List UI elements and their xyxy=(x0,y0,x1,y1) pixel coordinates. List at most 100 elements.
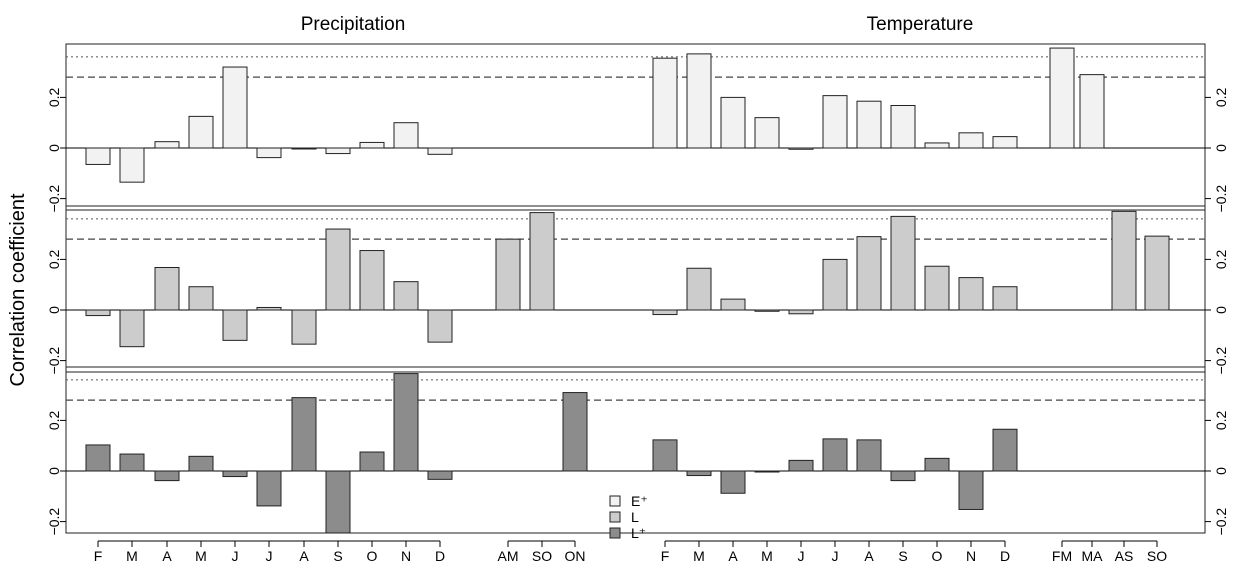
bar-temp-l xyxy=(720,298,746,311)
bar-precip-l xyxy=(85,309,111,317)
bar-temp-l-plus xyxy=(924,457,950,472)
x-tick-label: A xyxy=(864,548,874,564)
x-tick-label: S xyxy=(333,548,342,564)
bar-precip-l-plus xyxy=(325,470,351,534)
temperature-title: Temperature xyxy=(867,14,974,35)
legend-swatch-l xyxy=(609,511,621,523)
y-tick-label-right: −0.2 xyxy=(1213,347,1229,375)
x-tick-label: SO xyxy=(532,548,552,564)
bar-temp-e-plus xyxy=(958,132,984,149)
x-axis-temp-group-2: FM MA AS SO xyxy=(1052,540,1167,564)
panel-row-l-plus: −0.2 −0.2 0 0 0.2 0.2 xyxy=(46,366,1229,536)
bar-temp-l-plus xyxy=(958,470,984,510)
bar-precip-l-plus xyxy=(222,470,248,478)
x-tick-label: A xyxy=(728,548,738,564)
y-tick-label-left: 0.2 xyxy=(46,410,62,430)
y-tick-label-right: 0.2 xyxy=(1213,410,1229,430)
bar-temp-l-plus xyxy=(754,470,780,473)
y-axis-label: Correlation coefficient xyxy=(7,193,29,387)
legend: E⁺ L L⁺ xyxy=(609,493,648,541)
bar-precip-l-plus xyxy=(359,451,385,472)
bar-temp-e-plus xyxy=(788,147,814,150)
bar-temp-l xyxy=(890,215,916,311)
bar-precip-l-plus xyxy=(393,373,419,472)
bar-precip-l-plus xyxy=(85,444,111,472)
bar-temp-e-plus xyxy=(856,100,882,149)
legend-label-e-plus: E⁺ xyxy=(631,493,648,509)
bar-precip-e-plus xyxy=(393,122,419,149)
bar-precip-l xyxy=(359,250,385,311)
bar-temp-l xyxy=(652,309,678,316)
bar-precip-l xyxy=(188,286,214,311)
bar-temp-e-plus xyxy=(754,117,780,149)
x-tick-label: D xyxy=(1000,548,1010,564)
bar-precip-l xyxy=(325,228,351,311)
x-tick-label: SO xyxy=(1147,548,1167,564)
bar-precip-l xyxy=(529,212,555,311)
x-tick-label: F xyxy=(94,548,103,564)
panel-frame xyxy=(65,205,1206,373)
bar-precip-e-plus xyxy=(119,147,145,183)
bar-temp-l xyxy=(788,309,814,315)
bar-temp-l xyxy=(856,236,882,311)
y-tick-label-right: 0 xyxy=(1213,467,1229,475)
x-tick-label: O xyxy=(932,548,943,564)
bar-precip-l xyxy=(291,309,317,345)
x-tick-label: M xyxy=(195,548,207,564)
bar-precip-l xyxy=(393,281,419,311)
bar-precip-e-plus xyxy=(188,115,214,149)
panel-row-e-plus: −0.2 −0.2 0 0 0.2 0.2 xyxy=(46,43,1229,212)
bar-temp-l-plus xyxy=(856,439,882,472)
y-tick-label-left: −0.2 xyxy=(46,347,62,375)
bar-precip-e-plus xyxy=(222,66,248,149)
legend-label-l: L xyxy=(631,509,639,525)
bar-temp-l xyxy=(1144,235,1170,311)
bar-precip-l xyxy=(154,266,180,311)
bar-precip-l-plus xyxy=(562,392,588,472)
bar-temp-e-plus xyxy=(686,53,712,149)
x-tick-label: J xyxy=(798,548,805,564)
bar-temp-e-plus xyxy=(1079,74,1105,149)
panel-frame xyxy=(65,43,1206,211)
x-tick-label: J xyxy=(832,548,839,564)
bar-temp-e-plus xyxy=(652,57,678,149)
bar-temp-l-plus xyxy=(652,439,678,472)
bar-precip-l-plus xyxy=(256,470,282,507)
bar-precip-e-plus xyxy=(325,147,351,155)
bar-temp-l xyxy=(754,309,780,312)
x-tick-label: ON xyxy=(565,548,586,564)
y-tick-label-left: 0 xyxy=(46,144,62,152)
bar-temp-l xyxy=(686,267,712,311)
x-tick-label: O xyxy=(367,548,378,564)
bar-precip-l-plus xyxy=(291,397,317,472)
x-tick-label: A xyxy=(162,548,172,564)
legend-swatch-l-plus xyxy=(609,527,621,539)
bar-precip-l-plus xyxy=(427,470,453,480)
y-tick-label-right: 0.2 xyxy=(1213,87,1229,107)
bar-precip-e-plus xyxy=(85,147,111,165)
bar-temp-l xyxy=(1111,210,1137,311)
bar-precip-l-plus xyxy=(119,453,145,472)
bar-temp-l xyxy=(924,265,950,311)
bar-temp-l xyxy=(822,258,848,311)
x-tick-label: M xyxy=(126,548,138,564)
bar-temp-l-plus xyxy=(890,470,916,482)
panel-frame xyxy=(65,366,1206,534)
bar-precip-l-plus xyxy=(188,455,214,472)
x-tick-label: AS xyxy=(1115,548,1134,564)
x-tick-label: D xyxy=(435,548,445,564)
bar-temp-l-plus xyxy=(686,470,712,477)
bar-precip-e-plus xyxy=(154,141,180,149)
y-tick-label-right: −0.2 xyxy=(1213,508,1229,536)
bar-temp-e-plus xyxy=(924,142,950,149)
y-tick-label-left: 0 xyxy=(46,467,62,475)
bar-precip-e-plus xyxy=(256,147,282,159)
bar-temp-e-plus xyxy=(1049,47,1075,149)
bar-precip-l xyxy=(495,238,521,311)
x-tick-label: J xyxy=(232,548,239,564)
bar-precip-e-plus xyxy=(359,141,385,149)
y-tick-label-left: 0.2 xyxy=(46,249,62,269)
legend-label-l-plus: L⁺ xyxy=(631,525,646,541)
